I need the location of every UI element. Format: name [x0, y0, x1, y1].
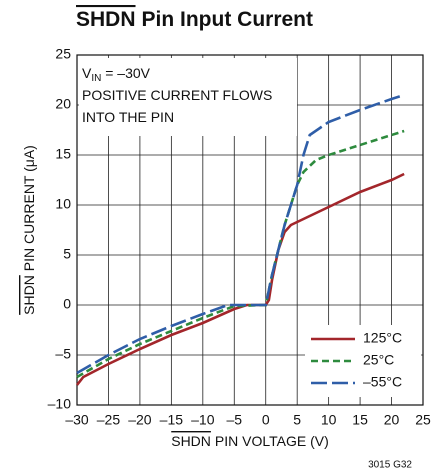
annotation: POSITIVE CURRENT FLOWS — [82, 87, 272, 103]
x-tick-label: –15 — [160, 412, 184, 428]
legend-label: 25°C — [363, 352, 394, 368]
figure-note: 3015 G32 — [368, 460, 412, 471]
y-label-text: PIN CURRENT (μA) — [21, 145, 37, 271]
x-tick-label: 25 — [415, 412, 431, 428]
plot-frame — [76, 54, 424, 406]
y-tick-label: 25 — [55, 46, 71, 62]
legend-label: 125°C — [363, 330, 402, 346]
y-label-overline: SHDN — [21, 275, 37, 315]
x-tick-label: 5 — [293, 412, 301, 428]
annotation-part: = –30V — [101, 65, 150, 81]
x-label-text: PIN VOLTAGE (V) — [215, 433, 329, 449]
y-tick-label: –5 — [55, 346, 71, 362]
annotation-part: POSITIVE CURRENT FLOWS — [82, 87, 272, 103]
x-tick-label: 0 — [262, 412, 270, 428]
annotation-bg — [79, 58, 297, 136]
y-tick-label: 10 — [55, 196, 71, 212]
x-tick-label: –10 — [191, 412, 215, 428]
annotation: INTO THE PIN — [82, 109, 174, 125]
y-tick-label: 20 — [55, 96, 71, 112]
title-text: Pin Input Current — [142, 8, 314, 31]
chart-title: SHDN Pin Input Current — [76, 8, 313, 31]
legend-label: –55°C — [363, 374, 402, 390]
annotation-part: V — [82, 65, 92, 81]
series-line — [76, 93, 405, 375]
y-tick-label: 15 — [55, 146, 71, 162]
x-label-overline: SHDN — [171, 433, 211, 449]
x-tick-label: –20 — [128, 412, 152, 428]
x-tick-label: –30 — [65, 412, 89, 428]
y-axis-label: SHDN PIN CURRENT (μA) — [21, 145, 37, 315]
y-tick-label: 0 — [63, 296, 71, 312]
x-tick-label: –25 — [97, 412, 121, 428]
x-tick-label: 15 — [352, 412, 368, 428]
x-tick-label: –5 — [226, 412, 242, 428]
y-tick-label: 5 — [63, 246, 71, 262]
annotation: VIN = –30V — [82, 65, 151, 84]
annotation-part: INTO THE PIN — [82, 109, 174, 125]
title-overline: SHDN — [76, 8, 136, 31]
series-line — [75, 172, 405, 386]
annotation-part: IN — [91, 73, 101, 84]
x-tick-label: 10 — [321, 412, 337, 428]
x-axis-label: SHDN PIN VOLTAGE (V) — [171, 433, 329, 449]
y-tick-label: –10 — [48, 396, 72, 412]
x-tick-label: 20 — [384, 412, 400, 428]
